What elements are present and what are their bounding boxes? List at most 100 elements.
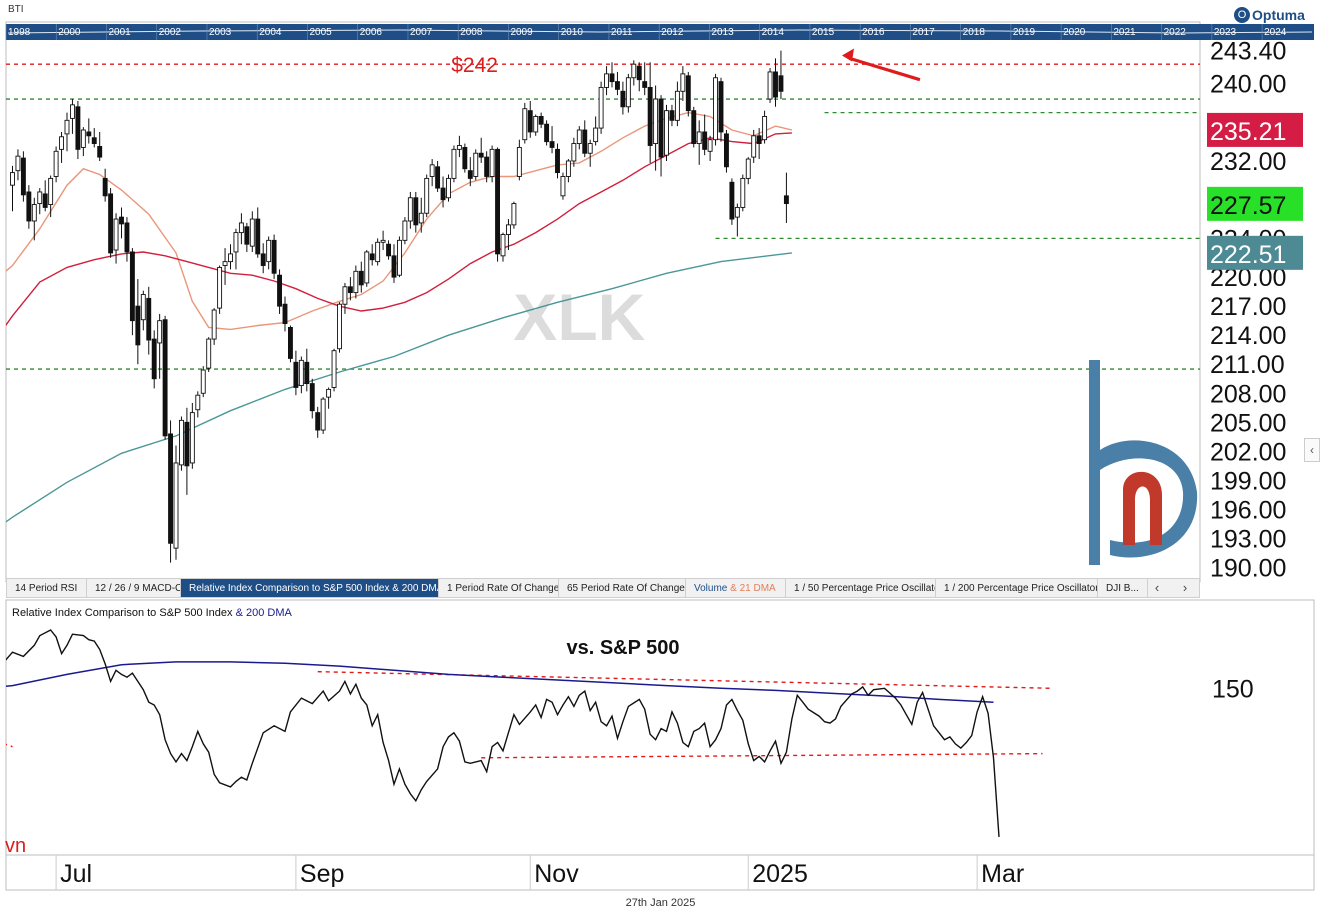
candle	[108, 188, 114, 258]
candle	[555, 143, 560, 179]
candle	[664, 104, 669, 161]
symbol-mini-label: BTI	[8, 4, 24, 15]
candle-body	[511, 203, 517, 226]
candle-body	[533, 116, 539, 133]
candle-body	[369, 253, 375, 261]
candle	[59, 131, 64, 163]
price-axis-label: 208.00	[1210, 380, 1286, 408]
tab-prev-button[interactable]: ‹	[1154, 580, 1160, 595]
price-axis-label: 190.00	[1210, 554, 1286, 582]
candle-body	[538, 116, 544, 125]
candle	[42, 180, 48, 212]
candle-body	[783, 195, 789, 205]
candle	[418, 197, 424, 233]
candle-body	[386, 243, 391, 257]
candle-body	[696, 131, 702, 145]
indicator-tab[interactable]: Volume & 21 DMA	[686, 579, 786, 597]
candle	[189, 402, 195, 469]
candle	[478, 137, 484, 163]
candle-body	[729, 181, 735, 220]
candle	[358, 261, 364, 293]
candle	[86, 118, 92, 144]
candle-body	[647, 86, 653, 146]
x-axis-label: Jul	[60, 860, 92, 888]
candle-body	[380, 239, 386, 243]
candle	[364, 250, 370, 287]
timeline-year-label: 1998	[8, 27, 31, 38]
indicator-tab[interactable]: 14 Period RSI	[7, 579, 87, 597]
indicator-tab[interactable]: Relative Index Comparison to S&P 500 Ind…	[181, 579, 439, 597]
candle-body	[407, 197, 413, 222]
candle	[745, 157, 751, 185]
candle-body	[140, 294, 146, 321]
price-plot-area: XLK $242	[6, 48, 1200, 565]
price-badge-box	[1207, 186, 1303, 221]
price-badge-box	[1207, 235, 1303, 270]
candle-body	[320, 398, 326, 431]
candle-body	[429, 164, 435, 177]
candle-body	[119, 216, 124, 225]
indicator-tab[interactable]: 12 / 26 / 9 MACD-C	[87, 579, 181, 597]
indicator-tab[interactable]: 1 Period Rate Of Change	[439, 579, 559, 597]
candle	[168, 420, 174, 563]
tab-next-button[interactable]: ›	[1182, 580, 1188, 595]
candle-body	[26, 191, 32, 222]
candle-body	[702, 131, 708, 150]
price-axis-label: 240.00	[1210, 71, 1286, 99]
candle	[571, 137, 577, 167]
indicator-tab[interactable]: 65 Period Rate Of Change	[559, 579, 686, 597]
candle-body	[424, 177, 430, 214]
candle	[124, 217, 130, 262]
candle	[495, 147, 500, 262]
timeline-year-label: 2000	[58, 27, 81, 38]
candle	[282, 296, 288, 332]
indicator-tab-label: 1 Period Rate Of Change	[447, 583, 559, 594]
indicator-tab[interactable]: DJI B...	[1098, 579, 1148, 597]
candle	[446, 174, 451, 202]
candle-body	[64, 119, 70, 135]
candle	[625, 73, 631, 113]
candle-body	[228, 253, 233, 263]
candle-body	[484, 156, 490, 177]
candle	[320, 397, 326, 434]
logo-bowl	[1100, 440, 1198, 558]
candle	[129, 248, 135, 336]
candle	[337, 302, 342, 353]
candle	[533, 114, 539, 136]
x-axis-label: 2025	[752, 860, 808, 888]
timeline-year-label: 2010	[561, 27, 584, 38]
candle	[407, 191, 413, 229]
candle-body	[674, 90, 680, 121]
candle	[451, 145, 457, 183]
indicator-tab-label: Volume	[694, 583, 728, 594]
candle	[10, 165, 15, 212]
candle-body	[168, 433, 174, 544]
candle	[609, 62, 615, 88]
candle-body	[37, 191, 43, 205]
candle-body	[615, 81, 620, 90]
indicator-tab-sublabel: & 21 DMA	[727, 583, 776, 594]
offscreen-label-fragment: vn	[5, 835, 26, 857]
candle	[620, 81, 626, 115]
candle-body	[446, 177, 451, 199]
watermark-ticker: XLK	[513, 280, 645, 354]
indicator-tab[interactable]: 1 / 50 Percentage Price Oscillator	[786, 579, 936, 597]
candle	[304, 348, 310, 392]
candle	[783, 172, 789, 223]
indicator-tab-label: 65 Period Rate Of Change	[567, 583, 685, 594]
panel-collapse-button[interactable]: ‹	[1304, 438, 1320, 462]
candle-body	[298, 359, 304, 386]
indicator-tab[interactable]: 1 / 200 Percentage Price Oscillator	[936, 579, 1098, 597]
candle	[631, 60, 637, 86]
price-axis-label: 202.00	[1210, 438, 1286, 466]
ratio-panel-frame	[5, 599, 1315, 891]
ratio-trend-line	[481, 752, 1043, 759]
optuma-logo: O Optuma	[1234, 4, 1305, 26]
candle	[484, 151, 490, 183]
candle	[255, 207, 261, 258]
candle-body	[653, 98, 659, 145]
candle	[435, 160, 441, 192]
candle-body	[571, 143, 577, 162]
indicator-tab-label: 1 / 50 Percentage Price Oscillator	[794, 583, 936, 594]
candle-body	[767, 71, 773, 100]
